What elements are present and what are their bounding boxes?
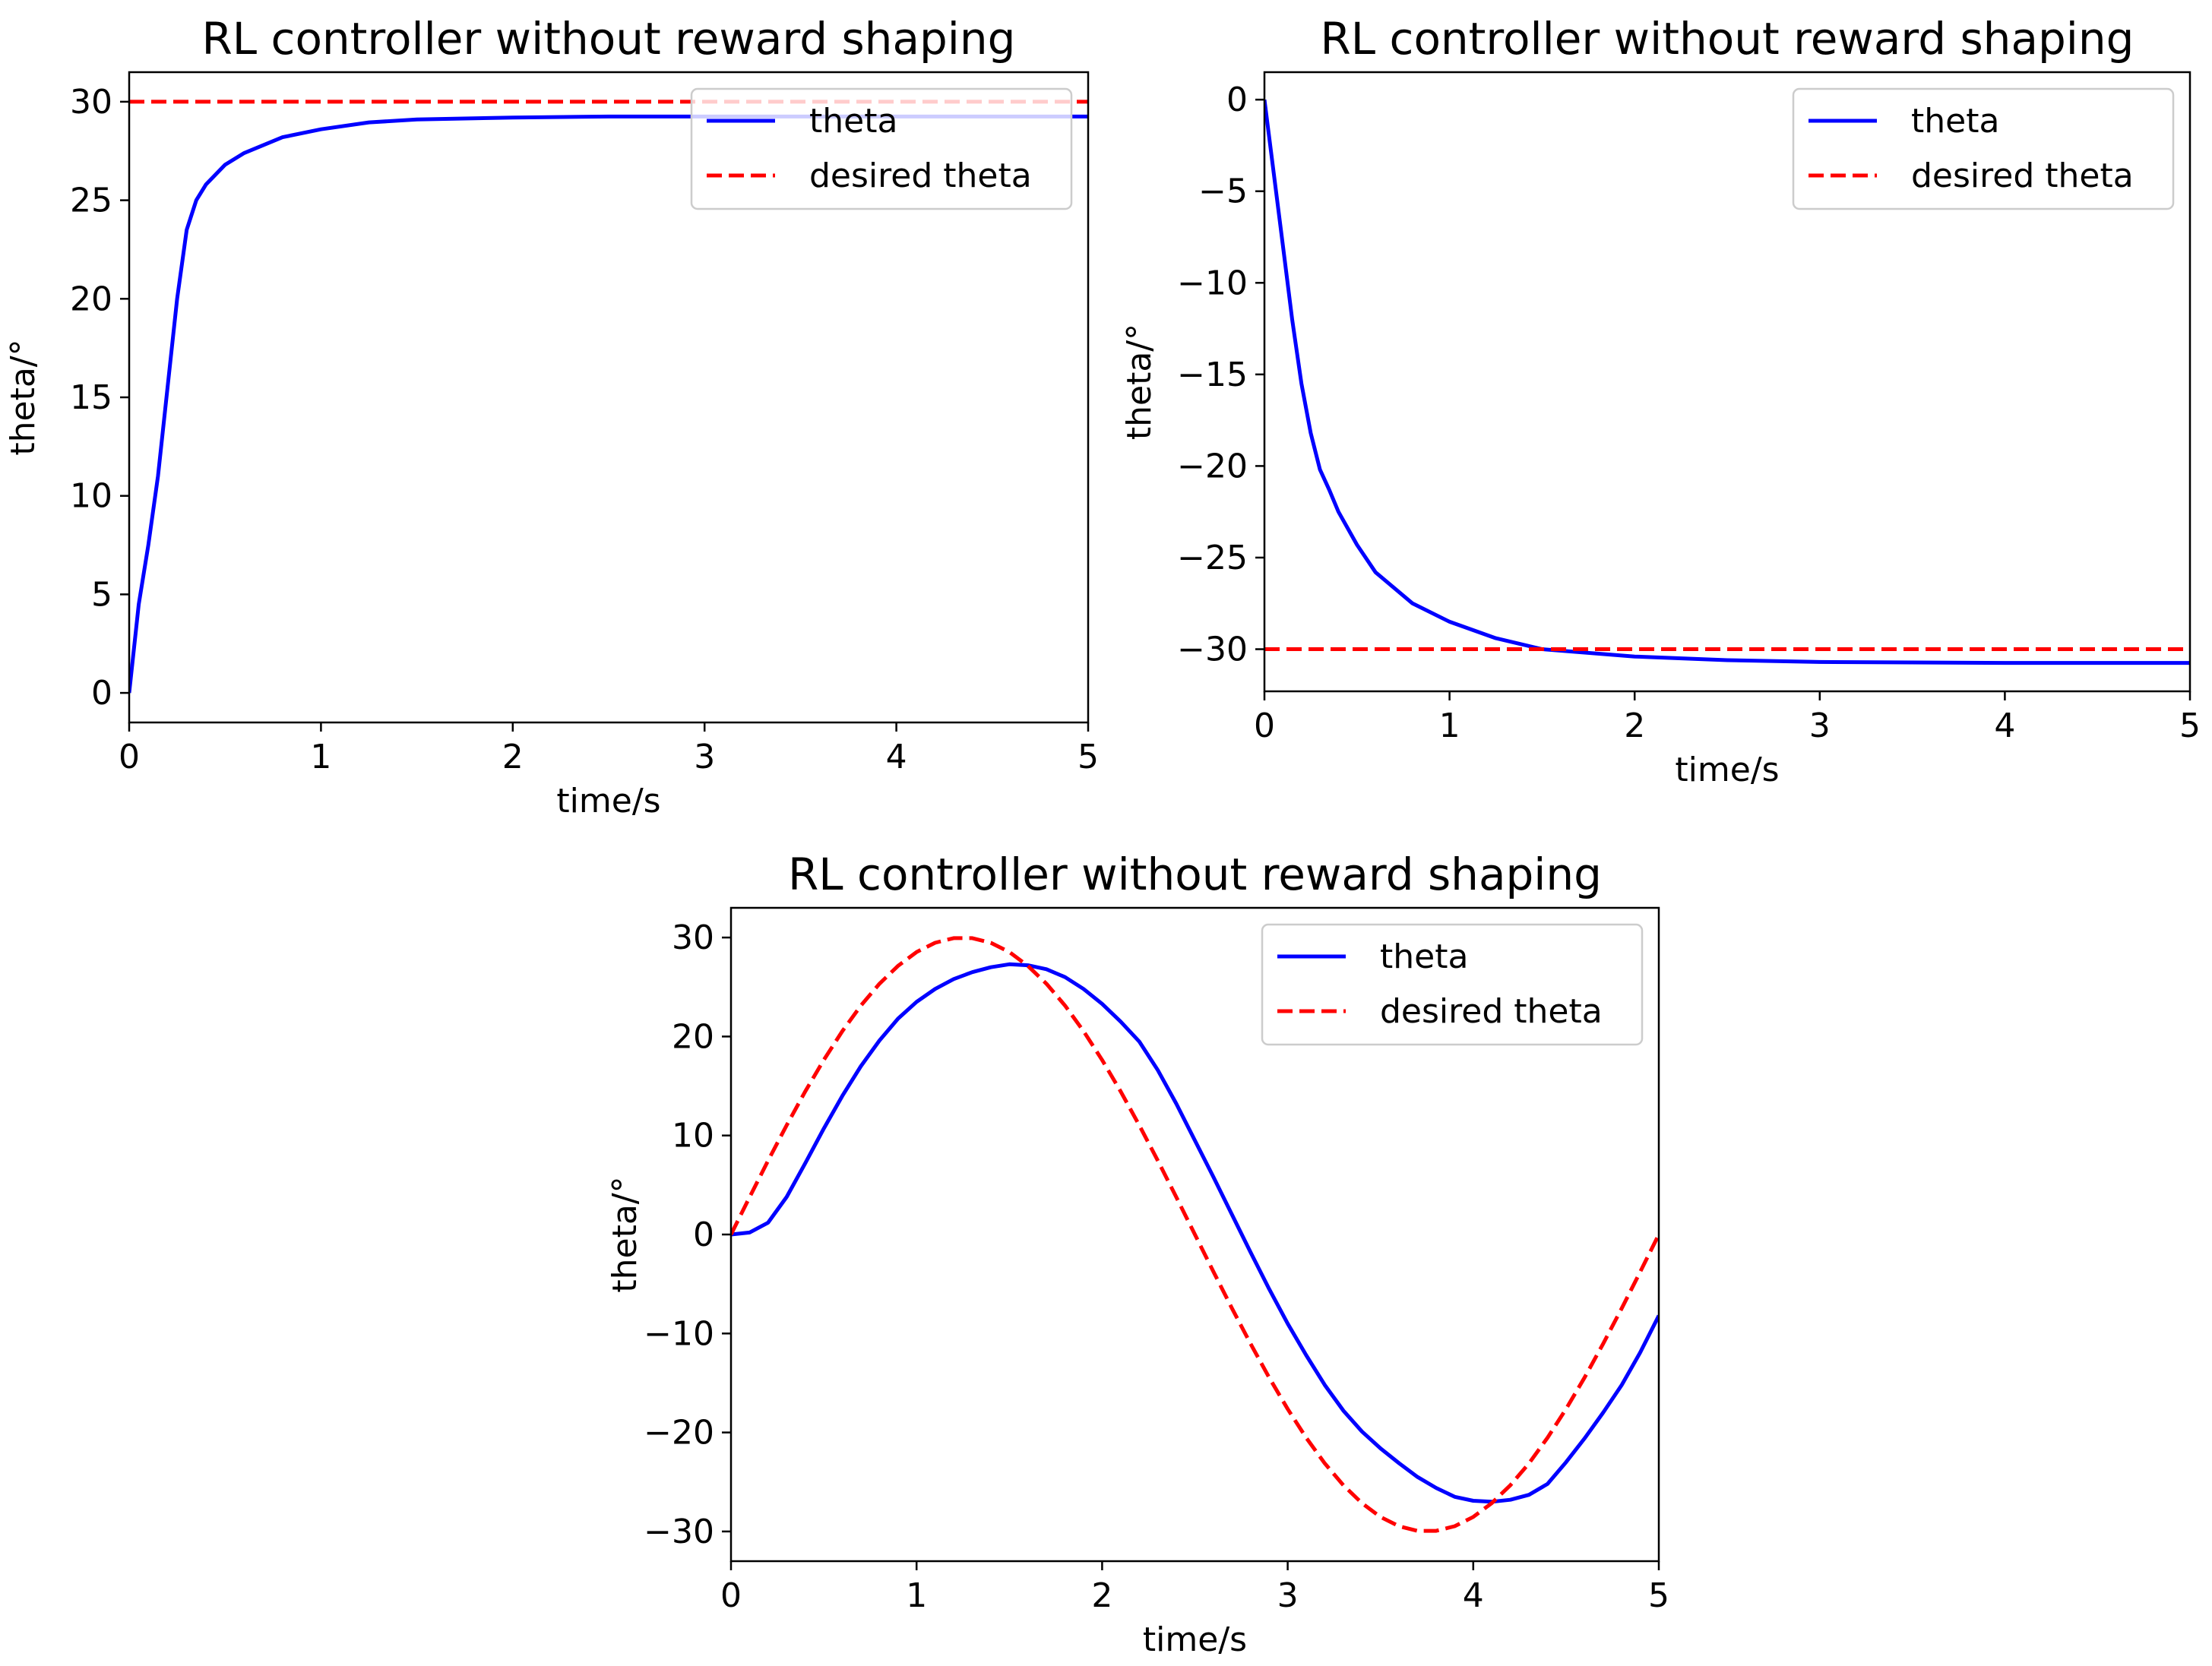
y-tick-label: 20 [672, 1017, 714, 1056]
x-tick-label: 3 [1277, 1576, 1299, 1615]
chart-3: 0 1 2 3 4 5 30 20 10 0 −10 −20 −30 RL controller with… [606, 849, 1669, 1659]
legend-box [1261, 923, 1644, 1046]
legend-box [690, 87, 1073, 210]
x-tick-label: 2 [1091, 1576, 1112, 1615]
x-tick-label: 1 [310, 738, 331, 776]
x-tick-label: 5 [2179, 707, 2201, 745]
legend-label: theta [809, 102, 897, 141]
x-tick-label: 2 [1624, 707, 1645, 745]
y-tick-label: 0 [1226, 81, 1248, 119]
y-axis-label: theta/° [1120, 324, 1159, 440]
series-line-desired-theta [731, 936, 1659, 1533]
chart-title: RL controller without reward shaping [1321, 13, 2134, 65]
chart-title: RL controller without reward shaping [788, 849, 1602, 900]
x-tick-label: 1 [1439, 707, 1460, 745]
x-tick-label: 2 [502, 738, 524, 776]
y-tick-label: −30 [1177, 631, 1248, 669]
y-axis-label: theta/° [4, 339, 43, 455]
y-tick-label: −5 [1198, 172, 1248, 211]
y-tick-label: 15 [70, 378, 112, 417]
legend-box [1792, 87, 2175, 210]
legend: theta desired theta [690, 87, 1073, 210]
y-tick-label: −10 [1177, 264, 1248, 302]
y-tick-label: 10 [70, 477, 112, 516]
y-axis-label: theta/° [606, 1176, 644, 1292]
chart-1: 0 1 2 3 4 5 0 5 10 15 20 25 30 RL controller without … [4, 13, 1099, 820]
y-tick-label: 5 [91, 575, 112, 614]
y-tick-label: 10 [672, 1117, 714, 1155]
x-axis-label: time/s [1143, 1620, 1247, 1659]
legend-label: desired theta [1380, 992, 1603, 1031]
y-tick-label: −20 [1177, 447, 1248, 485]
series-line-theta [731, 962, 1659, 1504]
x-axis-label: time/s [1675, 751, 1779, 789]
legend: theta desired theta [1261, 923, 1644, 1046]
x-axis-label: time/s [556, 782, 660, 820]
legend-label: desired theta [1911, 156, 2134, 195]
y-tick-label: 0 [91, 674, 112, 713]
legend-label: desired theta [809, 156, 1032, 195]
x-tick-label: 1 [906, 1576, 927, 1615]
x-tick-label: 5 [1648, 1576, 1669, 1615]
legend-label: theta [1380, 937, 1468, 976]
series-line-theta [129, 114, 1088, 694]
y-tick-label: 0 [693, 1216, 714, 1254]
x-tick-label: 5 [1078, 738, 1099, 776]
y-tick-label: −10 [644, 1314, 714, 1353]
y-tick-label: 20 [70, 280, 112, 318]
chart-2: 0 1 2 3 4 5 0 −5 −10 −15 −20 −25 −30 RL controller wi… [1120, 13, 2201, 789]
y-tick-label: −30 [644, 1513, 714, 1551]
x-tick-label: 4 [886, 738, 907, 776]
y-tick-label: −15 [1177, 356, 1248, 394]
x-tick-label: 4 [1463, 1576, 1484, 1615]
y-tick-label: −20 [644, 1414, 714, 1453]
series-line-theta [1264, 99, 2190, 665]
y-tick-label: 25 [70, 182, 112, 220]
x-tick-label: 3 [1809, 707, 1831, 745]
y-tick-label: 30 [70, 83, 112, 122]
x-tick-label: 0 [1254, 707, 1275, 745]
y-tick-label: −25 [1177, 539, 1248, 577]
legend: theta desired theta [1792, 87, 2175, 210]
x-tick-label: 0 [720, 1576, 742, 1615]
y-tick-label: 30 [672, 918, 714, 957]
plot-frame [1263, 71, 2191, 693]
legend-label: theta [1911, 102, 1999, 141]
x-tick-label: 4 [1994, 707, 2015, 745]
x-tick-label: 0 [119, 738, 140, 776]
chart-title: RL controller without reward shaping [202, 13, 1016, 65]
x-tick-label: 3 [694, 738, 715, 776]
